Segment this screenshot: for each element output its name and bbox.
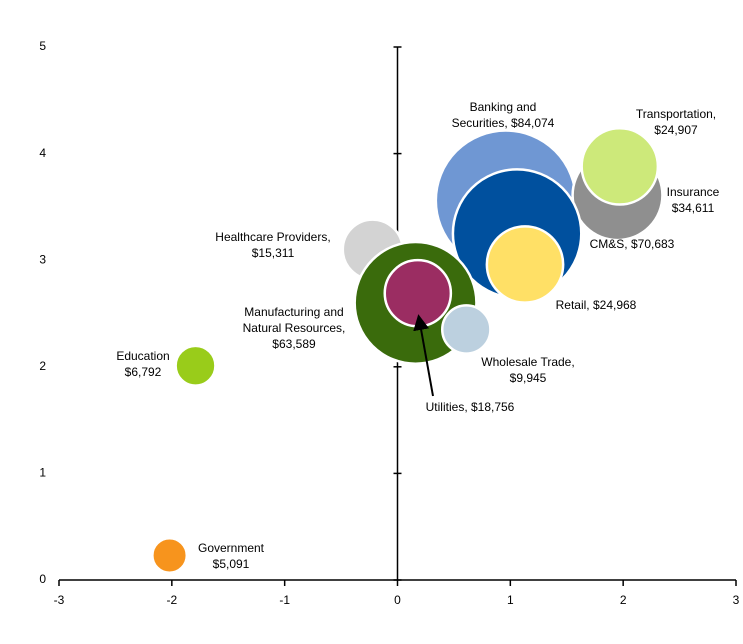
bubble-label: CM&S, $70,683 [590,237,675,251]
label-line: $15,311 [252,246,295,260]
y-tick-label: 1 [39,466,46,480]
arrow [413,314,434,397]
label-line: Insurance [667,185,720,199]
label-line: Securities, $84,074 [452,116,555,130]
label-line: $5,091 [213,557,250,571]
bubble-label: Banking and Securities, $84,074 [452,100,555,130]
x-tick-label: 2 [620,593,627,607]
label-line: $34,611 [672,201,715,215]
label-line: $9,945 [510,371,547,385]
label-line: CM&S, $70,683 [590,237,675,251]
label-line: Wholesale Trade, [481,355,574,369]
bubble-label: Insurance $34,611 [667,185,720,215]
label-line: Transportation, [636,107,716,121]
x-tick-label: 3 [733,593,740,607]
bubble-label: Healthcare Providers, $15,311 [215,230,330,260]
x-tick-label: 0 [394,593,401,607]
bubble [441,304,492,355]
y-tick-label: 5 [39,39,46,53]
label-line: Utilities, $18,756 [426,400,515,414]
label-line: $63,589 [272,337,316,351]
y-tick-label: 4 [39,146,46,160]
bubble-label: Manufacturing and Natural Resources, $63,5… [243,305,346,351]
bubble [580,127,660,206]
y-tick-label: 2 [39,359,46,373]
bubble [383,258,453,328]
label-line: Retail, $24,968 [556,298,637,312]
label-line: Government [198,541,265,555]
bubble-label: Retail, $24,968 [556,298,637,312]
label-line: Education [116,349,169,363]
y-tick-label: 0 [39,572,46,586]
bubble [151,537,189,574]
x-tick-label: -3 [54,593,65,607]
bubble-label: Utilities, $18,756 [426,400,515,414]
x-tick-label: -1 [279,593,290,607]
label-line: $6,792 [125,365,162,379]
bubble [174,344,217,387]
bubble-label: Wholesale Trade, $9,945 [481,355,574,385]
bubble-label: Education $6,792 [116,349,169,379]
bubble [485,225,565,304]
label-line: Manufacturing and [244,305,343,319]
y-tick-label: 3 [39,252,46,266]
label-line: $24,907 [654,123,698,137]
bubble-label: Government $5,091 [198,541,265,571]
x-tick-label: 1 [507,593,514,607]
label-line: Healthcare Providers, [215,230,330,244]
bubble-label: Transportation, $24,907 [636,107,716,137]
label-line: Natural Resources, [243,321,346,335]
x-tick-label: -2 [166,593,177,607]
label-line: Banking and [470,100,537,114]
